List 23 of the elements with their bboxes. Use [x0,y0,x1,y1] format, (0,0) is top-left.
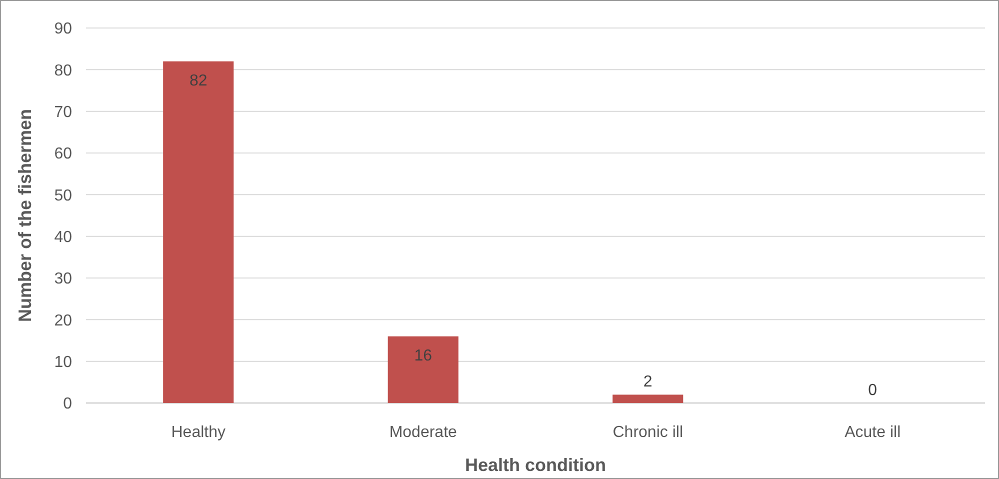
y-tick-label: 0 [63,396,72,413]
y-tick-label: 10 [54,354,72,371]
y-tick-label: 60 [54,146,72,163]
y-tick-label: 80 [54,62,72,80]
x-tick-label: Healthy [171,424,226,441]
y-tick-label: 70 [54,104,72,121]
data-label: 82 [189,72,208,90]
y-tick-label: 40 [54,228,72,246]
bar [388,336,458,403]
x-tick-label: Moderate [389,424,458,441]
y-tick-label: 30 [54,270,72,288]
x-axis-title: Health condition [465,455,606,475]
y-tick-label: 50 [54,187,72,204]
data-label: 16 [414,347,432,364]
data-label: 2 [643,374,652,391]
y-tick-label: 20 [54,312,72,330]
y-tick-label: 90 [54,20,72,38]
x-tick-label: Chronic ill [612,424,683,441]
bar [163,61,234,403]
bar [612,394,684,403]
y-axis-title: Number of the fishermen [15,108,35,322]
x-tick-label: Acute ill [844,424,901,441]
data-label: 0 [868,382,878,399]
